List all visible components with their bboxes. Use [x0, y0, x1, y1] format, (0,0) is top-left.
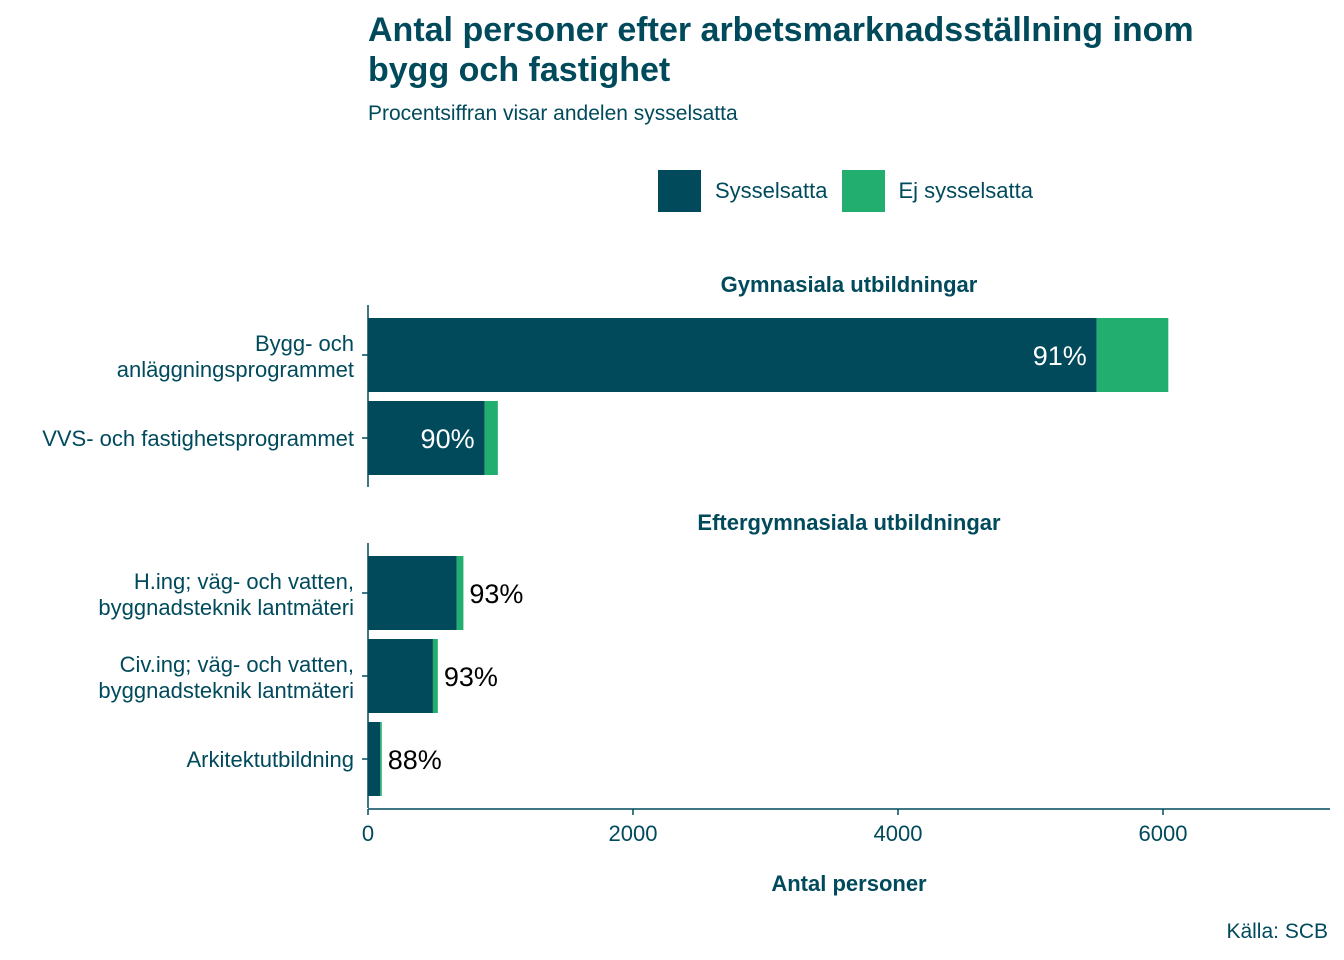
chart-subtitle: Procentsiffran visar andelen sysselsatta — [368, 102, 738, 125]
bar-sysselsatta — [368, 318, 1097, 392]
data-label: 90% — [421, 424, 475, 454]
legend-item-sysselsatta: Sysselsatta — [658, 170, 828, 212]
data-label: 91% — [1033, 341, 1087, 371]
category-label: Civ.ing; väg- och vatten, — [120, 652, 354, 677]
bar-ej-sysselsatta — [380, 722, 382, 796]
data-label: 93% — [469, 579, 523, 609]
x-tick-label: 2000 — [609, 821, 658, 846]
bar-ej-sysselsatta — [456, 556, 464, 630]
category-label: Bygg- och — [255, 331, 354, 356]
legend-label-ej-sysselsatta: Ej sysselsatta — [898, 178, 1034, 203]
bar-sysselsatta — [368, 556, 457, 630]
legend-swatch-ej-sysselsatta — [841, 170, 885, 212]
x-tick-label: 6000 — [1139, 821, 1188, 846]
bar-sysselsatta — [368, 722, 381, 796]
legend-swatch-sysselsatta — [658, 170, 701, 212]
bar-sysselsatta — [368, 401, 485, 475]
panel-title: Gymnasiala utbildningar — [721, 272, 978, 297]
legend: Sysselsatta Ej sysselsatta — [658, 170, 1047, 212]
x-axis-title: Antal personer — [771, 871, 927, 896]
category-label: byggnadsteknik lantmäteri — [98, 678, 354, 703]
x-tick-label: 0 — [362, 821, 374, 846]
category-label: VVS- och fastighetsprogrammet — [42, 426, 354, 451]
category-label: H.ing; väg- och vatten, — [134, 569, 354, 594]
source-note: Källa: SCB — [1226, 920, 1328, 943]
bar-ej-sysselsatta — [484, 401, 498, 475]
category-label: Arkitektutbildning — [186, 747, 354, 772]
panel-title: Eftergymnasiala utbildningar — [697, 510, 1001, 535]
category-label: byggnadsteknik lantmäteri — [98, 595, 354, 620]
bar-sysselsatta — [368, 639, 433, 713]
data-label: 93% — [444, 662, 498, 692]
data-label: 88% — [388, 745, 442, 775]
chart-title: Antal personer efter arbetsmarknadsställ… — [368, 11, 1194, 89]
category-label: anläggningsprogrammet — [117, 357, 354, 382]
bar-ej-sysselsatta — [1096, 318, 1169, 392]
bar-ej-sysselsatta — [432, 639, 438, 713]
x-tick-label: 4000 — [874, 821, 923, 846]
legend-label-sysselsatta: Sysselsatta — [715, 178, 828, 203]
legend-item-ej-sysselsatta: Ej sysselsatta — [841, 170, 1034, 212]
